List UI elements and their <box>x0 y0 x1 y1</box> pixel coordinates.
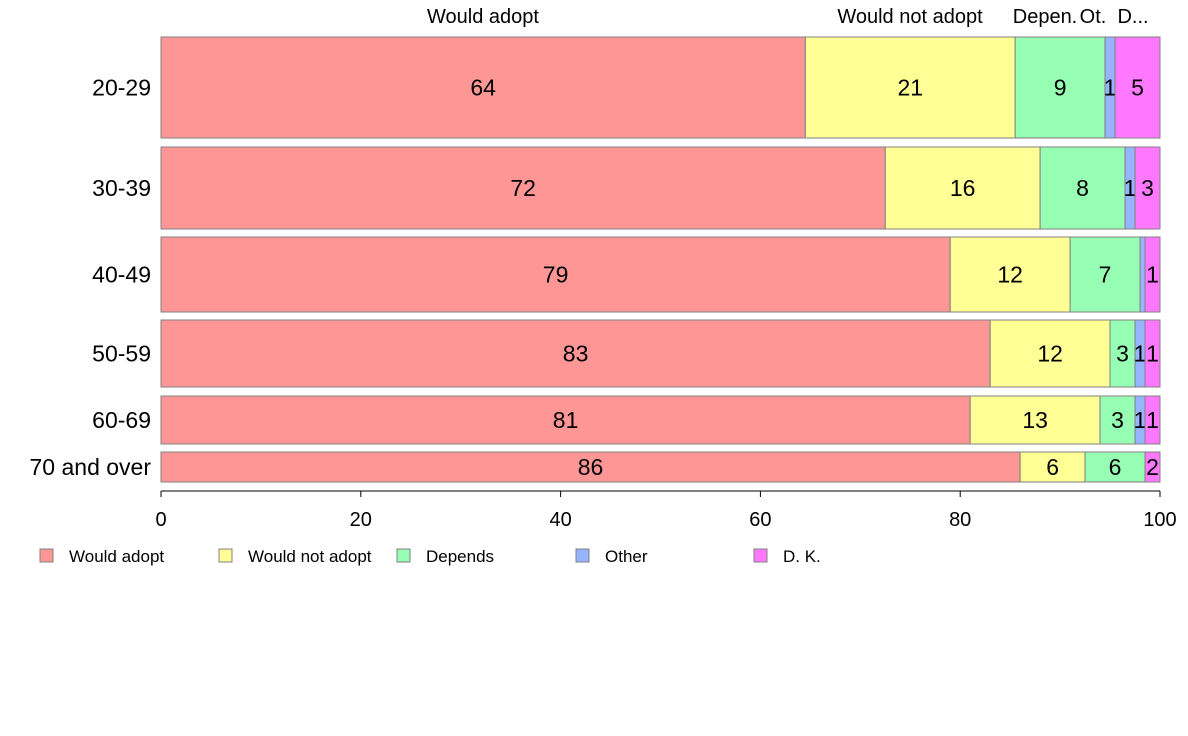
data-label: 9 <box>1054 75 1067 101</box>
category-label: 60-69 <box>92 407 151 433</box>
x-tick-label: 0 <box>155 509 166 531</box>
bar-segment <box>989 319 1111 388</box>
x-tick-label: 60 <box>749 509 771 531</box>
data-label: 1 <box>1134 407 1147 433</box>
top-label: Would not adopt <box>837 6 983 28</box>
data-label: 5 <box>1131 75 1144 101</box>
data-label: 12 <box>997 262 1023 288</box>
bar-segment <box>1014 36 1106 139</box>
data-label: 83 <box>563 341 589 367</box>
legend-label: Would adopt <box>69 547 164 566</box>
legend-swatch <box>39 548 54 563</box>
bar-segment <box>160 236 951 313</box>
legend-label: Depends <box>426 547 494 566</box>
bar-segment <box>1144 319 1161 388</box>
legend-swatch <box>575 548 590 563</box>
bar-segment <box>1109 319 1136 388</box>
data-label: 86 <box>578 454 604 480</box>
bar-segment <box>1144 236 1161 313</box>
legend-label: Would not adopt <box>248 547 372 566</box>
data-label: 2 <box>1146 454 1159 480</box>
data-label: 1 <box>1124 175 1137 201</box>
bar-segment <box>1134 146 1161 230</box>
bar-segment <box>884 146 1041 230</box>
legend: Would adopt Would not adopt Depends Other D.… <box>39 547 821 566</box>
x-axis: 0 20 40 60 80 100 <box>155 490 1177 531</box>
top-label: Depen. <box>1013 6 1078 28</box>
data-label: 3 <box>1141 175 1154 201</box>
bar-segment <box>1039 146 1126 230</box>
top-category-labels: Would adopt Would not adopt Depen. Ot. D... <box>427 6 1149 28</box>
data-label: 6 <box>1109 454 1122 480</box>
bar-segment <box>1144 395 1161 445</box>
legend-label: D. K. <box>783 547 821 566</box>
x-tick-label: 100 <box>1143 509 1176 531</box>
category-label: 40-49 <box>92 262 151 288</box>
bar-segment <box>160 36 806 139</box>
category-label: 70 and over <box>30 454 152 480</box>
bar-segment <box>1084 451 1146 483</box>
data-label: 72 <box>510 175 536 201</box>
bar-segment <box>160 319 991 388</box>
data-label: 12 <box>1037 341 1063 367</box>
bar-segment <box>1139 236 1146 313</box>
data-label: 7 <box>1099 262 1112 288</box>
data-label: 79 <box>543 262 569 288</box>
bars: 64 21 9 1 572 16 8 1 379 12 7 183 12 3 1 181 13 3 1 186 6 6 2 <box>160 36 1161 483</box>
bar-segment <box>1144 451 1161 483</box>
data-label: 21 <box>897 75 923 101</box>
legend-label: Other <box>605 547 648 566</box>
legend-swatch <box>753 548 768 563</box>
bar-segment <box>1069 236 1141 313</box>
data-label: 13 <box>1022 407 1048 433</box>
x-tick-label: 20 <box>350 509 372 531</box>
x-tick-label: 80 <box>949 509 971 531</box>
legend-swatch <box>218 548 233 563</box>
x-tick-label: 40 <box>549 509 571 531</box>
top-label: D... <box>1117 6 1148 28</box>
data-label: 1 <box>1146 341 1159 367</box>
bar-segment <box>1019 451 1086 483</box>
data-label: 6 <box>1046 454 1059 480</box>
data-label: 1 <box>1146 407 1159 433</box>
bar-segment <box>949 236 1071 313</box>
data-label: 81 <box>553 407 579 433</box>
data-label: 1 <box>1146 262 1159 288</box>
bar-segment <box>1099 395 1136 445</box>
category-label: 30-39 <box>92 175 151 201</box>
bar-segment <box>969 395 1101 445</box>
bar-segment <box>1114 36 1161 139</box>
data-label: 1 <box>1104 75 1117 101</box>
bar-segment <box>160 395 971 445</box>
data-label: 16 <box>950 175 976 201</box>
data-label: 8 <box>1076 175 1089 201</box>
data-label: 64 <box>470 75 496 101</box>
bar-segment <box>160 146 886 230</box>
legend-swatch <box>396 548 411 563</box>
category-labels: 20-29 30-39 40-49 50-59 60-69 70 and over <box>30 75 152 481</box>
data-label: 3 <box>1116 341 1129 367</box>
data-label: 3 <box>1111 407 1124 433</box>
bar-segment <box>804 36 1016 139</box>
category-label: 50-59 <box>92 341 151 367</box>
top-label: Ot. <box>1080 6 1107 28</box>
top-label: Would adopt <box>427 6 539 28</box>
bar-segment <box>160 451 1021 483</box>
category-label: 20-29 <box>92 75 151 101</box>
data-label: 1 <box>1134 341 1147 367</box>
